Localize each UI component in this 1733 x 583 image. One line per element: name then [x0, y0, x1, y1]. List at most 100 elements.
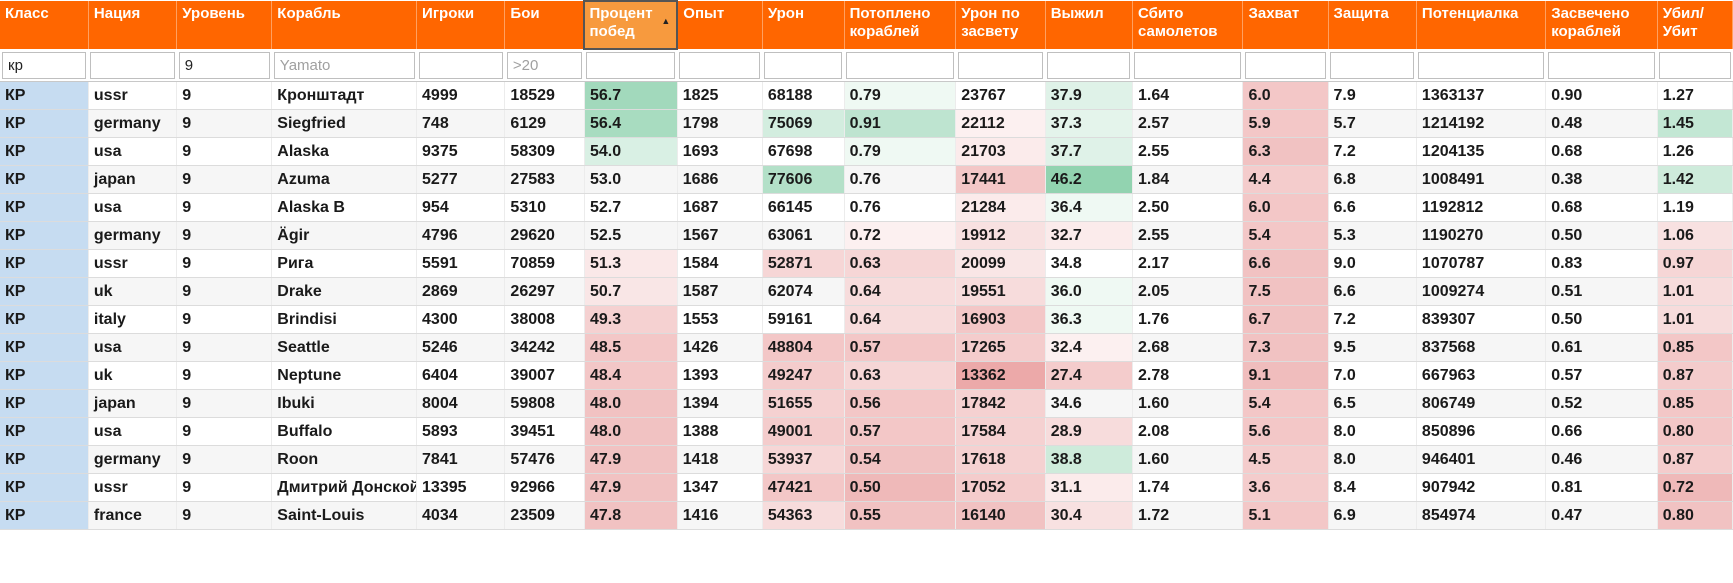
- filter-input-spot_dmg[interactable]: [957, 51, 1044, 79]
- filter-cell: [504, 49, 585, 82]
- column-header-players[interactable]: Игроки: [416, 1, 506, 49]
- column-header-exp[interactable]: Опыт: [677, 1, 763, 49]
- cell-cls: КР: [0, 81, 89, 110]
- cell-ship: Siegfried: [271, 109, 418, 138]
- column-header-kd[interactable]: Убил/ Убит: [1657, 1, 1733, 49]
- column-header-label: Захват: [1248, 5, 1300, 22]
- column-header-spotted[interactable]: Засвечено кораблей: [1545, 1, 1658, 49]
- column-header-label: Потенциалка: [1421, 5, 1519, 22]
- table-row[interactable]: КР usa 9 Seattle 5246 34242 48.5 1426 48804 0.57 1…: [0, 333, 1733, 362]
- table-row[interactable]: КР ussr 9 Дмитрий Донской 13395 92966 47.9 1347…: [0, 473, 1733, 502]
- cell-defense: 6.6: [1328, 193, 1417, 222]
- cell-nation: japan: [88, 389, 178, 418]
- filter-input-kills[interactable]: [846, 51, 954, 79]
- cell-winrate: 56.4: [584, 109, 678, 138]
- column-header-spot_dmg[interactable]: Урон по засвету: [955, 1, 1046, 49]
- cell-ship: Ibuki: [271, 389, 418, 418]
- filter-input-nation[interactable]: [90, 51, 175, 79]
- table-row[interactable]: КР germany 9 Ägir 4796 29620 52.5 1567 63061 0.72…: [0, 221, 1733, 250]
- column-header-kills[interactable]: Потоплено кораблей: [844, 1, 957, 49]
- column-header-tier[interactable]: Уровень: [176, 1, 273, 49]
- column-header-nation[interactable]: Нация: [88, 1, 178, 49]
- cell-spot_dmg: 17584: [955, 417, 1046, 446]
- cell-potential: 1192812: [1416, 193, 1547, 222]
- cell-survived: 37.7: [1045, 137, 1133, 166]
- table-row[interactable]: КР japan 9 Ibuki 8004 59808 48.0 1394 51655 0.56 1…: [0, 389, 1733, 418]
- table-row[interactable]: КР japan 9 Azuma 5277 27583 53.0 1686 77606 0.76 1…: [0, 165, 1733, 194]
- cell-ship: Saint-Louis: [271, 501, 418, 530]
- sort-ascending-icon[interactable]: ▲: [661, 16, 671, 26]
- table-row[interactable]: КР ussr 9 Рига 5591 70859 51.3 1584 52871 0.63 200…: [0, 249, 1733, 278]
- cell-damage: 49001: [762, 417, 845, 446]
- cell-spot_dmg: 22112: [955, 109, 1046, 138]
- filter-input-players[interactable]: [418, 51, 503, 79]
- filter-input-planes[interactable]: [1134, 51, 1241, 79]
- cell-spot_dmg: 17052: [955, 473, 1046, 502]
- filter-input-exp[interactable]: [679, 51, 761, 79]
- cell-ship: Alaska B: [271, 193, 418, 222]
- filter-input-battles[interactable]: [506, 51, 583, 79]
- cell-winrate: 48.4: [584, 361, 678, 390]
- filter-input-spotted[interactable]: [1547, 51, 1656, 79]
- cell-cls: КР: [0, 221, 89, 250]
- cell-spotted: 0.83: [1545, 249, 1658, 278]
- cell-planes: 2.78: [1132, 361, 1244, 390]
- cell-kills: 0.76: [844, 165, 957, 194]
- table-row[interactable]: КР usa 9 Alaska B 954 5310 52.7 1687 66145 0.76 21…: [0, 193, 1733, 222]
- column-header-label: Засвечено кораблей: [1551, 5, 1630, 40]
- cell-players: 5893: [416, 417, 506, 446]
- cell-survived: 31.1: [1045, 473, 1133, 502]
- cell-players: 954: [416, 193, 506, 222]
- column-header-cls[interactable]: Класс: [0, 1, 89, 49]
- cell-winrate: 48.5: [584, 333, 678, 362]
- filter-input-damage[interactable]: [764, 51, 843, 79]
- table-row[interactable]: КР germany 9 Roon 7841 57476 47.9 1418 53937 0.54…: [0, 445, 1733, 474]
- cell-kd: 1.26: [1657, 137, 1733, 166]
- filter-input-kd[interactable]: [1659, 51, 1731, 79]
- filter-input-winrate[interactable]: [586, 52, 676, 79]
- cell-cls: КР: [0, 165, 89, 194]
- column-header-survived[interactable]: Выжил: [1045, 1, 1133, 49]
- cell-capture: 6.3: [1242, 137, 1329, 166]
- filter-input-cls[interactable]: [2, 51, 87, 79]
- column-header-battles[interactable]: Бои: [504, 1, 585, 49]
- cell-players: 5277: [416, 165, 506, 194]
- filter-input-potential[interactable]: [1418, 51, 1544, 79]
- column-header-potential[interactable]: Потенциалка: [1416, 1, 1547, 49]
- filter-cell: [844, 49, 956, 82]
- column-header-defense[interactable]: Защита: [1328, 1, 1417, 49]
- cell-defense: 7.2: [1328, 137, 1417, 166]
- column-header-ship[interactable]: Корабль: [271, 1, 418, 49]
- cell-kd: 0.97: [1657, 249, 1733, 278]
- filter-input-capture[interactable]: [1244, 51, 1327, 79]
- cell-spot_dmg: 16903: [955, 305, 1046, 334]
- table-row[interactable]: КР ussr 9 Кронштадт 4999 18529 56.7 1825 68188 0.…: [0, 81, 1733, 110]
- table-row[interactable]: КР france 9 Saint-Louis 4034 23509 47.8 1416 543…: [0, 501, 1733, 530]
- cell-capture: 6.0: [1242, 81, 1329, 110]
- filter-input-tier[interactable]: [178, 51, 270, 79]
- cell-tier: 9: [176, 473, 273, 502]
- cell-winrate: 53.0: [584, 165, 678, 194]
- cell-winrate: 52.7: [584, 193, 678, 222]
- column-header-capture[interactable]: Захват: [1242, 1, 1329, 49]
- cell-battles: 39451: [504, 417, 585, 446]
- column-header-winrate[interactable]: Процент побед ▲: [583, 0, 679, 50]
- column-header-damage[interactable]: Урон: [762, 1, 845, 49]
- table-row[interactable]: КР germany 9 Siegfried 748 6129 56.4 1798 75069 0…: [0, 109, 1733, 138]
- cell-players: 9375: [416, 137, 506, 166]
- filter-input-ship[interactable]: [273, 51, 415, 79]
- table-row[interactable]: КР italy 9 Brindisi 4300 38008 49.3 1553 59161 0.…: [0, 305, 1733, 334]
- filter-input-survived[interactable]: [1047, 51, 1131, 79]
- filter-input-defense[interactable]: [1330, 51, 1415, 79]
- cell-kills: 0.56: [844, 389, 957, 418]
- table-row[interactable]: КР usa 9 Alaska 9375 58309 54.0 1693 67698 0.79 21…: [0, 137, 1733, 166]
- column-header-label: Опыт: [683, 5, 725, 22]
- cell-winrate: 48.0: [584, 417, 678, 446]
- table-row[interactable]: КР usa 9 Buffalo 5893 39451 48.0 1388 49001 0.57 1…: [0, 417, 1733, 446]
- table-row[interactable]: КР uk 9 Drake 2869 26297 50.7 1587 62074 0.64 1955…: [0, 277, 1733, 306]
- column-header-label: Процент побед: [589, 5, 653, 40]
- column-header-label: Уровень: [182, 5, 246, 22]
- column-header-label: Урон по засвету: [961, 5, 1020, 40]
- column-header-planes[interactable]: Сбито самолетов: [1132, 1, 1244, 49]
- table-row[interactable]: КР uk 9 Neptune 6404 39007 48.4 1393 49247 0.63 13…: [0, 361, 1733, 390]
